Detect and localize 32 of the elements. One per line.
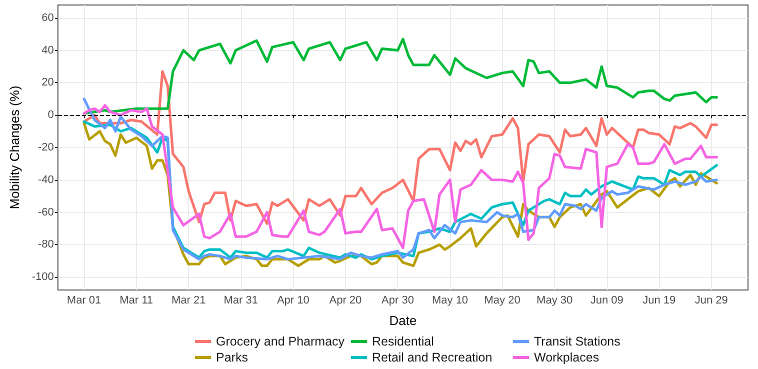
x-tick-label: Mar 11 — [120, 294, 154, 306]
legend-label: Workplaces — [534, 350, 600, 364]
line-series — [82, 38, 718, 115]
y-tick-label: 20 — [42, 76, 54, 89]
legend-label: Transit Stations — [534, 334, 620, 348]
y-tick-label: 40 — [42, 44, 54, 56]
x-tick-label: Apr 20 — [329, 294, 362, 306]
x-axis-title: Date — [389, 313, 417, 328]
x-tick-label: Apr 10 — [276, 294, 310, 306]
x-tick-label: Jun 29 — [694, 294, 728, 306]
legend-label: Retail and Recreation — [372, 350, 492, 364]
x-tick-label: Mar 21 — [171, 294, 206, 306]
x-tick-label: Mar 01 — [66, 294, 102, 306]
y-tick-label: 60 — [42, 12, 54, 24]
x-tick-label: Mar 31 — [224, 294, 258, 306]
x-tick-label: May 30 — [536, 294, 573, 306]
legend-label: Residential — [372, 334, 434, 348]
legend-label: Parks — [216, 350, 248, 364]
x-tick-label: Jun 19 — [642, 294, 676, 306]
y-axis-title: Mobility Changes (%) — [7, 86, 22, 210]
x-tick-label: May 20 — [484, 294, 520, 306]
x-tick-label: Jun 09 — [590, 294, 624, 306]
y-tick-label: -20 — [38, 142, 54, 154]
line-series — [82, 70, 718, 225]
x-tick-label: Apr 30 — [382, 294, 414, 306]
y-tick-label: -60 — [38, 206, 54, 218]
y-tick-label: -80 — [38, 238, 54, 251]
legend-label: Grocery and Pharmacy — [216, 334, 346, 348]
y-tick-label: 0 — [48, 109, 54, 122]
x-tick-label: May 10 — [432, 294, 468, 306]
y-tick-label: -40 — [38, 174, 54, 186]
y-tick-label: -100 — [32, 271, 54, 284]
